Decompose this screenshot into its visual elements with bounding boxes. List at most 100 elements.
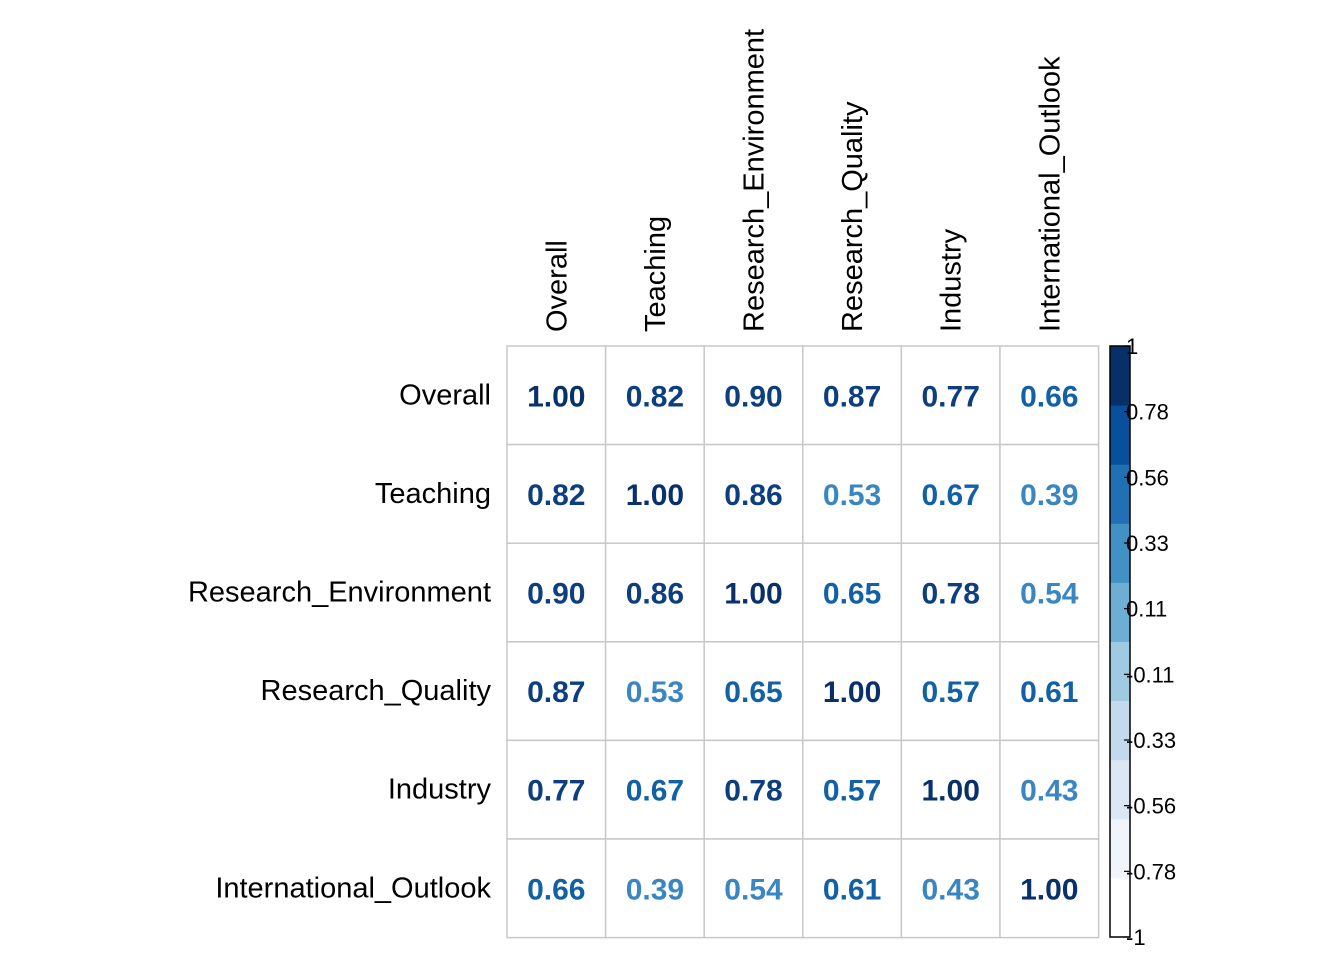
cell-value-label: 1.00 xyxy=(922,775,980,808)
cell-value-label: 0.82 xyxy=(527,479,585,512)
heatmap-cell xyxy=(703,345,804,446)
heatmap-cell xyxy=(999,542,1100,643)
cell-value-label: 0.86 xyxy=(626,578,684,611)
legend-color-segment xyxy=(1110,700,1130,761)
cell-value-label: 0.77 xyxy=(527,775,585,808)
cell-value-label: 0.90 xyxy=(527,578,585,611)
heatmap-cell xyxy=(802,838,903,939)
column-label: Research_Quality xyxy=(837,101,869,332)
column-label: Research_Environment xyxy=(739,29,771,332)
cell-value-label: 0.78 xyxy=(922,578,980,611)
cell-value-label: 0.53 xyxy=(823,479,881,512)
cell-value-label: 0.39 xyxy=(1020,479,1078,512)
legend-color-segment xyxy=(1110,641,1130,702)
legend-color-segment xyxy=(1110,877,1130,938)
row-label: Research_Quality xyxy=(261,675,492,707)
cell-value-label: 0.67 xyxy=(922,479,980,512)
cell-value-label: 0.43 xyxy=(922,873,980,906)
cell-value-label: 0.77 xyxy=(922,380,980,413)
legend-color-segment xyxy=(1110,346,1130,406)
row-label: International_Outlook xyxy=(215,872,491,904)
cell-value-label: 0.82 xyxy=(626,380,684,413)
heatmap-cell xyxy=(802,739,903,840)
legend-frame xyxy=(1109,345,1131,938)
cell-value-label: 0.61 xyxy=(1020,676,1078,709)
cell-value-label: 0.65 xyxy=(823,578,881,611)
cell-value-label: 0.78 xyxy=(724,775,782,808)
cell-value-label: 0.65 xyxy=(724,676,782,709)
legend-color-segment xyxy=(1110,464,1130,524)
heatmap-cell xyxy=(506,739,607,840)
column-labels: Overall Teaching Research_Environment Resea… xyxy=(541,29,1066,332)
cell-value-label: 0.87 xyxy=(527,676,585,709)
heatmap-cell xyxy=(900,641,1001,742)
legend-color-segment xyxy=(1110,818,1130,879)
cell-value-label: 0.87 xyxy=(823,380,881,413)
heatmap-cell xyxy=(506,345,607,446)
column-label: Industry xyxy=(936,228,968,332)
row-labels: Overall Teaching Research_Environment Resea… xyxy=(188,379,492,904)
legend-tick-label: -1 xyxy=(1126,925,1146,950)
legend-tick-label: -0.78 xyxy=(1126,859,1176,884)
row-label: Overall xyxy=(399,379,491,411)
heatmap-cell xyxy=(604,542,705,643)
heatmap-cell xyxy=(900,739,1001,840)
legend-tick-label: -0.33 xyxy=(1126,728,1176,753)
cell-value-label: 0.90 xyxy=(724,380,782,413)
cell-value-label: 0.53 xyxy=(626,676,684,709)
heatmap-cell xyxy=(802,443,903,544)
heatmap-cell xyxy=(604,345,705,446)
row-label: Teaching xyxy=(375,478,491,510)
cell-value-label: 0.67 xyxy=(626,775,684,808)
heatmap-value-labels: 1.00 0.82 0.90 0.87 0.77 0.66 0.82 1.00 0.86 0.53… xyxy=(527,380,1079,906)
heatmap-cell xyxy=(900,542,1001,643)
cell-value-label: 0.57 xyxy=(823,775,881,808)
heatmap-cell xyxy=(999,345,1100,446)
cell-value-label: 0.86 xyxy=(724,479,782,512)
heatmap-cell xyxy=(802,345,903,446)
cell-value-label: 0.39 xyxy=(626,873,684,906)
legend-tick-label: 0.11 xyxy=(1126,597,1167,622)
column-label: Overall xyxy=(541,240,573,332)
heatmap-cell xyxy=(802,542,903,643)
cell-value-label: 0.43 xyxy=(1020,775,1078,808)
legend-tick-label: 0.78 xyxy=(1126,400,1169,425)
legend-tick-label: -0.56 xyxy=(1126,794,1176,819)
heatmap-cell xyxy=(604,641,705,742)
heatmap-cell xyxy=(604,443,705,544)
heatmap-cell xyxy=(900,838,1001,939)
cell-value-label: 0.54 xyxy=(724,873,783,906)
heatmap-cell xyxy=(999,443,1100,544)
cell-value-label: 1.00 xyxy=(626,479,684,512)
legend-tick-label: 0.33 xyxy=(1126,531,1169,556)
legend-color-segment xyxy=(1110,405,1130,465)
heatmap-cell xyxy=(999,641,1100,742)
cell-value-label: 1.00 xyxy=(1020,873,1078,906)
row-label: Research_Environment xyxy=(188,577,491,609)
heatmap-cell xyxy=(506,838,607,939)
cell-value-label: 0.54 xyxy=(1020,578,1079,611)
heatmap-cell xyxy=(506,641,607,742)
heatmap-cell xyxy=(999,739,1100,840)
cell-value-label: 1.00 xyxy=(527,380,585,413)
heatmap-cell xyxy=(999,838,1100,939)
heatmap-cell xyxy=(703,739,804,840)
legend-tick-label: 0.56 xyxy=(1126,465,1169,490)
cell-value-label: 0.57 xyxy=(922,676,980,709)
heatmap-cell xyxy=(802,641,903,742)
heatmap-cells xyxy=(506,345,1100,939)
column-label: International_Outlook xyxy=(1034,56,1066,332)
legend-color-segment xyxy=(1110,523,1130,583)
cell-value-label: 1.00 xyxy=(823,676,881,709)
cell-value-label: 1.00 xyxy=(724,578,782,611)
color-legend: 1 0.78 0.56 0.33 0.11 -0.11 -0.33 -0.56 -0.78 -1 xyxy=(1109,334,1176,950)
legend-tick-label: -0.11 xyxy=(1126,662,1175,687)
legend-tick-label: 1 xyxy=(1126,334,1138,359)
row-label: Industry xyxy=(388,774,492,806)
legend-color-segment xyxy=(1110,582,1130,642)
heatmap-cell xyxy=(703,641,804,742)
column-label: Teaching xyxy=(640,216,672,332)
cell-value-label: 0.66 xyxy=(1020,380,1078,413)
legend-color-segment xyxy=(1110,759,1130,820)
cell-value-label: 0.66 xyxy=(527,873,585,906)
